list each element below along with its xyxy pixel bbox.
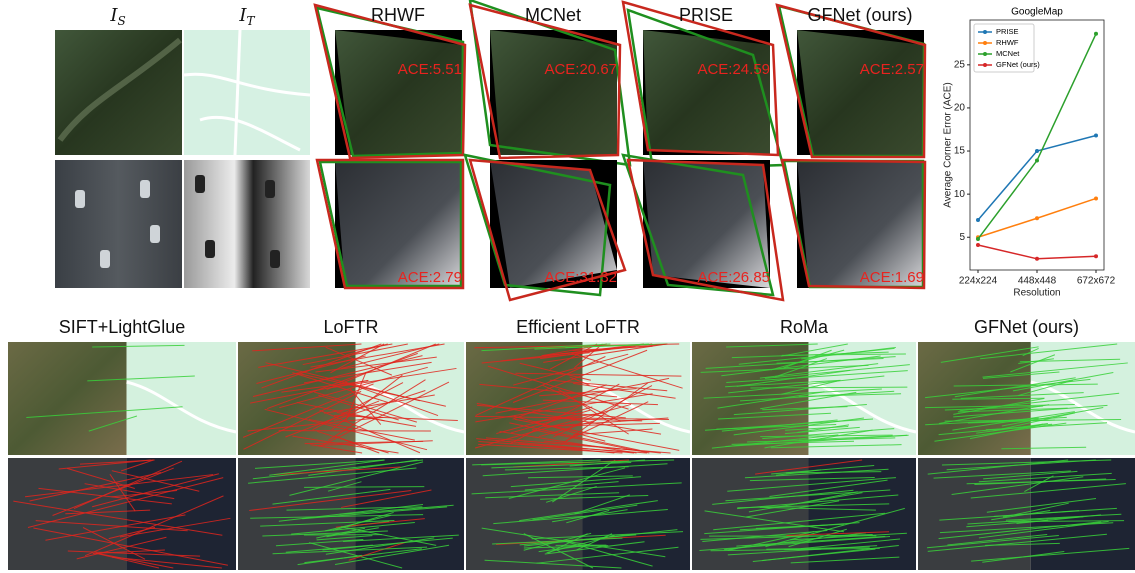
car	[75, 190, 85, 208]
method-title: MCNet	[525, 5, 581, 25]
ace-label: ACE:31.32	[544, 269, 617, 286]
legend-marker	[983, 41, 987, 45]
method-title: SIFT+LightGlue	[59, 317, 186, 337]
y-axis-label: Average Corner Error (ACE)	[943, 82, 954, 207]
chart-title: GoogleMap	[1011, 7, 1063, 18]
car	[140, 180, 150, 198]
figure: IS IT ACE:5.51 RHWF ACE:20.67 MCNet ACE:24.59 P…	[0, 0, 1135, 573]
method-title: RHWF	[371, 5, 425, 25]
warped-image	[797, 30, 924, 155]
input-image	[55, 160, 182, 288]
legend-marker	[983, 30, 987, 34]
ace-label: ACE:5.51	[398, 61, 462, 78]
input-label: IT	[238, 5, 255, 28]
car	[205, 240, 215, 258]
x-tick-label: 224x224	[959, 276, 998, 287]
ace-label: ACE:24.59	[697, 61, 770, 78]
source-image	[918, 458, 1031, 570]
input-image	[55, 30, 182, 155]
car	[270, 250, 280, 268]
car	[150, 225, 160, 243]
target-image	[127, 342, 236, 455]
ace-label: ACE:20.67	[544, 61, 617, 78]
y-tick-label: 25	[954, 59, 966, 70]
legend-label: RHWF	[996, 38, 1019, 47]
input-sub: S	[117, 14, 125, 28]
warped-image	[490, 30, 617, 155]
y-tick-label: 15	[954, 146, 966, 157]
legend-label: GFNet (ours)	[996, 60, 1040, 69]
ace-label: ACE:1.69	[860, 269, 924, 286]
method-title: Efficient LoFTR	[516, 317, 640, 337]
ace-label: ACE:2.57	[860, 61, 924, 78]
point	[1094, 32, 1098, 36]
legend-label: MCNet	[996, 49, 1020, 58]
point	[1035, 216, 1039, 220]
method-title: PRISE	[679, 5, 733, 25]
y-tick-label: 10	[954, 189, 966, 200]
y-tick-label: 5	[959, 232, 965, 243]
y-tick-label: 20	[954, 103, 966, 114]
x-axis-label: Resolution	[1013, 288, 1060, 299]
ace-label: ACE:2.79	[398, 269, 462, 286]
x-tick-label: 448x448	[1018, 276, 1057, 287]
input-label: IS	[109, 5, 125, 28]
method-title: LoFTR	[323, 317, 378, 337]
point	[1035, 149, 1039, 153]
legend-marker	[983, 63, 987, 67]
method-title: RoMa	[780, 317, 829, 337]
point	[976, 237, 980, 241]
point	[1035, 257, 1039, 261]
chart: GoogleMap 5 10 15 20 25 224x224 448x448 672x672 R…	[943, 7, 1116, 299]
input-sub: T	[247, 14, 256, 28]
point	[1094, 254, 1098, 258]
warped-image	[335, 30, 462, 155]
car	[265, 180, 275, 198]
x-tick-label: 672x672	[1077, 276, 1116, 287]
point	[976, 218, 980, 222]
target-image	[582, 342, 690, 455]
legend-marker	[983, 52, 987, 56]
car	[195, 175, 205, 193]
method-title: GFNet (ours)	[974, 317, 1079, 337]
ace-label: ACE:26.85	[697, 269, 770, 286]
point	[1094, 196, 1098, 200]
warped-image	[643, 30, 770, 155]
point	[1094, 134, 1098, 138]
source-image	[8, 342, 127, 455]
point	[976, 243, 980, 247]
legend-label: PRISE	[996, 27, 1019, 36]
method-title: GFNet (ours)	[807, 5, 912, 25]
car	[100, 250, 110, 268]
point	[1035, 159, 1039, 163]
